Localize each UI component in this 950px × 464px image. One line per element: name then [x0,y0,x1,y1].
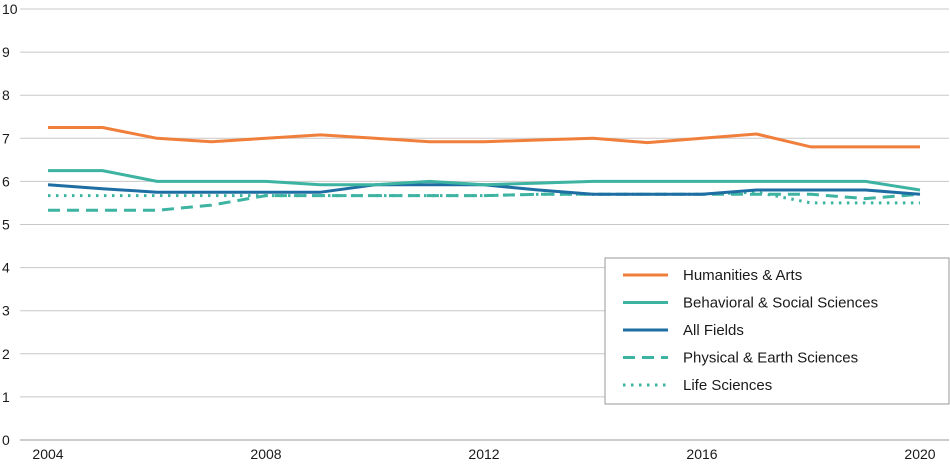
x-tick-label: 2020 [904,446,935,462]
x-tick-label: 2004 [32,446,63,462]
series-line-life-sciences [48,190,920,205]
legend-label: Humanities & Arts [683,267,802,284]
y-tick-label: 1 [2,389,10,405]
y-tick-label: 3 [2,303,10,319]
y-tick-label: 6 [2,173,10,189]
legend-label: Life Sciences [683,377,772,394]
y-tick-label: 5 [2,217,10,233]
y-tick-label: 4 [2,260,10,276]
legend-label: Physical & Earth Sciences [683,350,858,367]
series-line-behavioral-and-social-sciences [48,169,921,192]
y-tick-label: 8 [2,87,10,103]
y-tick-label: 9 [2,44,10,60]
x-axis-ticks: 2004 2008 2012 2016 2020 [32,446,935,462]
y-axis-ticks: 0 1 2 3 4 5 6 7 8 9 10 [2,1,18,448]
y-tick-label: 7 [2,130,10,146]
y-tick-label: 0 [2,432,10,448]
x-tick-label: 2016 [686,446,717,462]
series-line-physical-and-earth-sciences [48,192,921,212]
legend-label: All Fields [683,322,744,339]
y-tick-label: 10 [2,1,18,17]
legend: Humanities & Arts Behavioral & Social Sci… [604,257,950,405]
legend-label: Behavioral & Social Sciences [683,295,878,312]
x-tick-label: 2012 [468,446,499,462]
y-tick-label: 2 [2,346,10,362]
x-tick-label: 2008 [250,446,281,462]
series-line-humanities-and-arts [48,126,920,149]
series-lines [47,126,921,212]
